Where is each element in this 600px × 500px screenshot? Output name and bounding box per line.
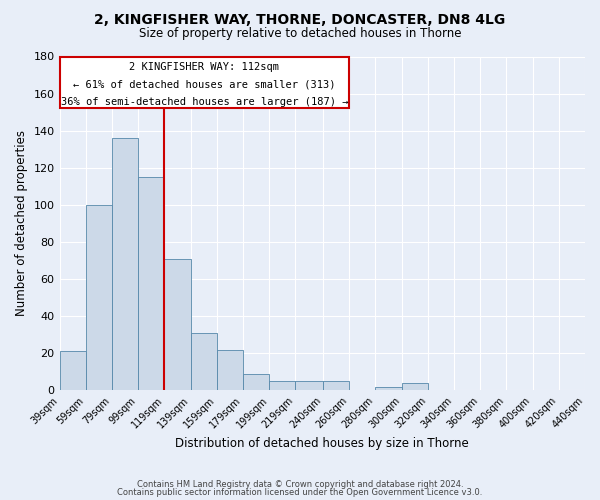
- Bar: [112, 138, 138, 390]
- Bar: [138, 177, 164, 390]
- Bar: [376, 386, 401, 390]
- X-axis label: Distribution of detached houses by size in Thorne: Distribution of detached houses by size …: [175, 437, 469, 450]
- Bar: [86, 205, 112, 390]
- Bar: [164, 258, 191, 390]
- Bar: [269, 381, 295, 390]
- Text: 2, KINGFISHER WAY, THORNE, DONCASTER, DN8 4LG: 2, KINGFISHER WAY, THORNE, DONCASTER, DN…: [94, 12, 506, 26]
- Text: 2 KINGFISHER WAY: 112sqm: 2 KINGFISHER WAY: 112sqm: [130, 62, 280, 72]
- Bar: [217, 350, 243, 391]
- Text: Size of property relative to detached houses in Thorne: Size of property relative to detached ho…: [139, 28, 461, 40]
- Text: Contains HM Land Registry data © Crown copyright and database right 2024.: Contains HM Land Registry data © Crown c…: [137, 480, 463, 489]
- Bar: [191, 333, 217, 390]
- FancyBboxPatch shape: [59, 56, 349, 108]
- Bar: [401, 383, 428, 390]
- Text: 36% of semi-detached houses are larger (187) →: 36% of semi-detached houses are larger (…: [61, 98, 348, 108]
- Text: ← 61% of detached houses are smaller (313): ← 61% of detached houses are smaller (31…: [73, 80, 335, 90]
- Y-axis label: Number of detached properties: Number of detached properties: [15, 130, 28, 316]
- Bar: [59, 352, 86, 391]
- Bar: [243, 374, 269, 390]
- Text: Contains public sector information licensed under the Open Government Licence v3: Contains public sector information licen…: [118, 488, 482, 497]
- Bar: [295, 381, 323, 390]
- Bar: [585, 386, 600, 390]
- Bar: [323, 381, 349, 390]
